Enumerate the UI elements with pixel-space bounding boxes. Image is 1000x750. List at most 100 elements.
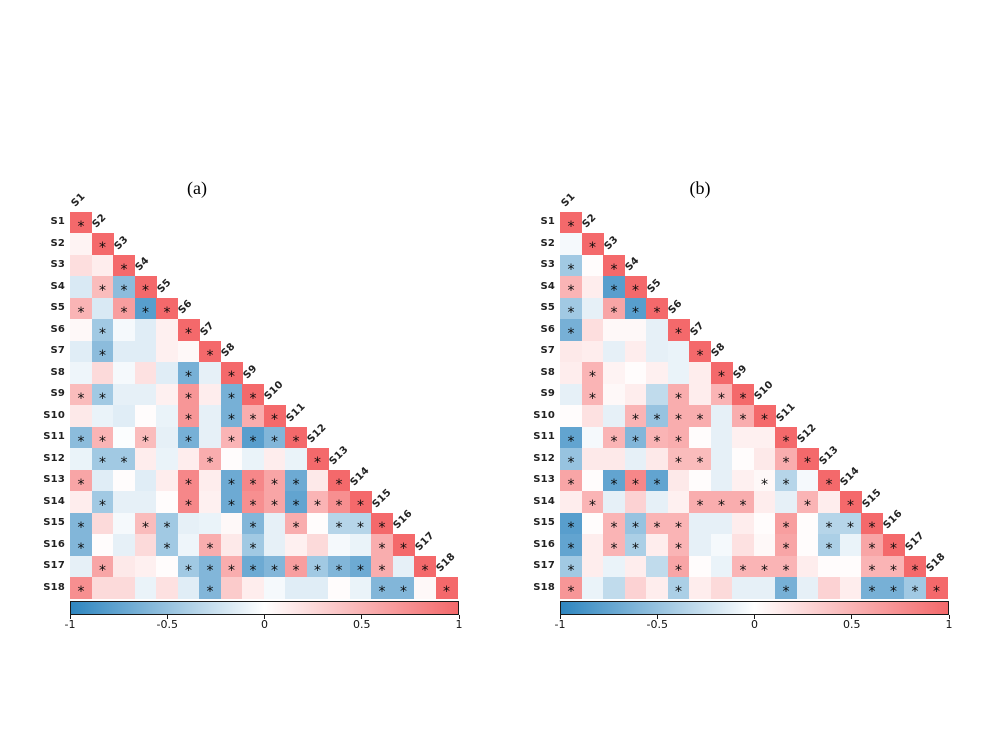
matrix-cell: * [177,362,200,384]
diagonal-label: S5 [645,276,664,295]
matrix-cell: * [603,276,625,298]
matrix-cell: * [646,469,668,492]
matrix-cell [328,534,350,556]
matrix-cell [91,534,114,556]
matrix-cell [753,426,776,449]
matrix-cell [177,512,200,535]
matrix-cell [581,254,604,277]
matrix-cell: * [242,383,264,406]
matrix-cell [732,577,754,599]
colorbar-tick [656,614,658,619]
matrix-cell: * [156,512,178,535]
matrix-cell [263,534,286,556]
matrix-cell [113,383,135,406]
matrix-cell: * [349,512,372,535]
matrix-cell: * [689,405,711,427]
matrix-cell [581,340,604,363]
matrix-cell: * [646,297,668,320]
matrix-cell [581,512,604,535]
matrix-cell: * [839,491,862,513]
colorbar [560,600,949,615]
matrix-cell: * [263,469,286,492]
row-label: S18 [533,581,555,593]
matrix-cell: * [603,469,625,492]
colorbar-tick [851,614,853,619]
row-label: S1 [50,216,65,228]
matrix-cell: * [861,512,883,535]
matrix-cell: * [328,512,350,535]
matrix-cell: * [603,534,625,556]
matrix-cell [263,577,286,599]
diagonal-label: S3 [112,233,131,252]
diagonal-label: S12 [795,422,819,446]
matrix-cell: * [70,297,92,320]
row-label: S14 [43,495,65,507]
matrix-cell [753,491,776,513]
matrix-cell [199,426,221,449]
matrix-cell: * [882,555,905,578]
diagonal-label: S18 [434,551,458,575]
matrix-cell: * [177,426,200,449]
matrix-cell: * [435,577,458,599]
matrix-cell [689,555,711,578]
matrix-cell [753,448,776,470]
matrix-cell: * [156,297,178,320]
matrix-cell [581,297,604,320]
row-label: S16 [43,538,65,550]
matrix-cell [753,512,776,535]
matrix-cell: * [371,577,393,599]
matrix-cell [624,448,647,470]
matrix-cell: * [882,577,905,599]
matrix-cell: * [220,555,243,578]
matrix-cell [646,534,668,556]
matrix-cell [689,469,711,492]
matrix-cell [646,319,668,341]
matrix-cell [581,276,604,298]
matrix-cell: * [220,469,243,492]
matrix-cell: * [306,555,329,578]
matrix-cell: * [560,297,582,320]
matrix-cell: * [818,469,840,492]
colorbar-tick-label: 0.5 [843,617,861,631]
matrix-cell [113,340,135,363]
row-label: S10 [43,409,65,421]
matrix-cell: * [624,276,647,298]
matrix-cell: * [285,491,307,513]
matrix-cell: * [113,448,135,470]
matrix-cell [306,577,329,599]
matrix-cell [220,577,243,599]
matrix-cell: * [753,405,776,427]
diagonal-label: S11 [284,400,308,424]
matrix-cell [581,448,604,470]
diagonal-label: S17 [413,529,437,553]
matrix-cell [134,555,157,578]
matrix-cell [113,405,135,427]
row-label: S2 [50,237,65,249]
matrix-cell [796,534,819,556]
matrix-cell [818,577,840,599]
matrix-cell: * [775,448,797,470]
matrix-cell: * [156,534,178,556]
matrix-cell: * [177,491,200,513]
matrix-cell: * [732,383,754,406]
matrix-cell [646,577,668,599]
matrix-cell: * [646,512,668,535]
matrix-cell: * [667,426,690,449]
matrix-cell: * [603,512,625,535]
matrix-cell [242,577,264,599]
matrix-cell: * [775,512,797,535]
matrix-cell [646,362,668,384]
matrix-cell: * [560,211,582,234]
matrix-cell: * [560,577,582,599]
matrix-cell [839,555,862,578]
diagonal-label: S14 [348,465,372,489]
matrix-cell [603,362,625,384]
matrix-cell [263,448,286,470]
matrix-cell: * [91,555,114,578]
row-label: S3 [540,259,555,271]
matrix-cell: * [710,383,733,406]
matrix-cell [560,405,582,427]
matrix-cell: * [70,426,92,449]
matrix-cell [710,512,733,535]
